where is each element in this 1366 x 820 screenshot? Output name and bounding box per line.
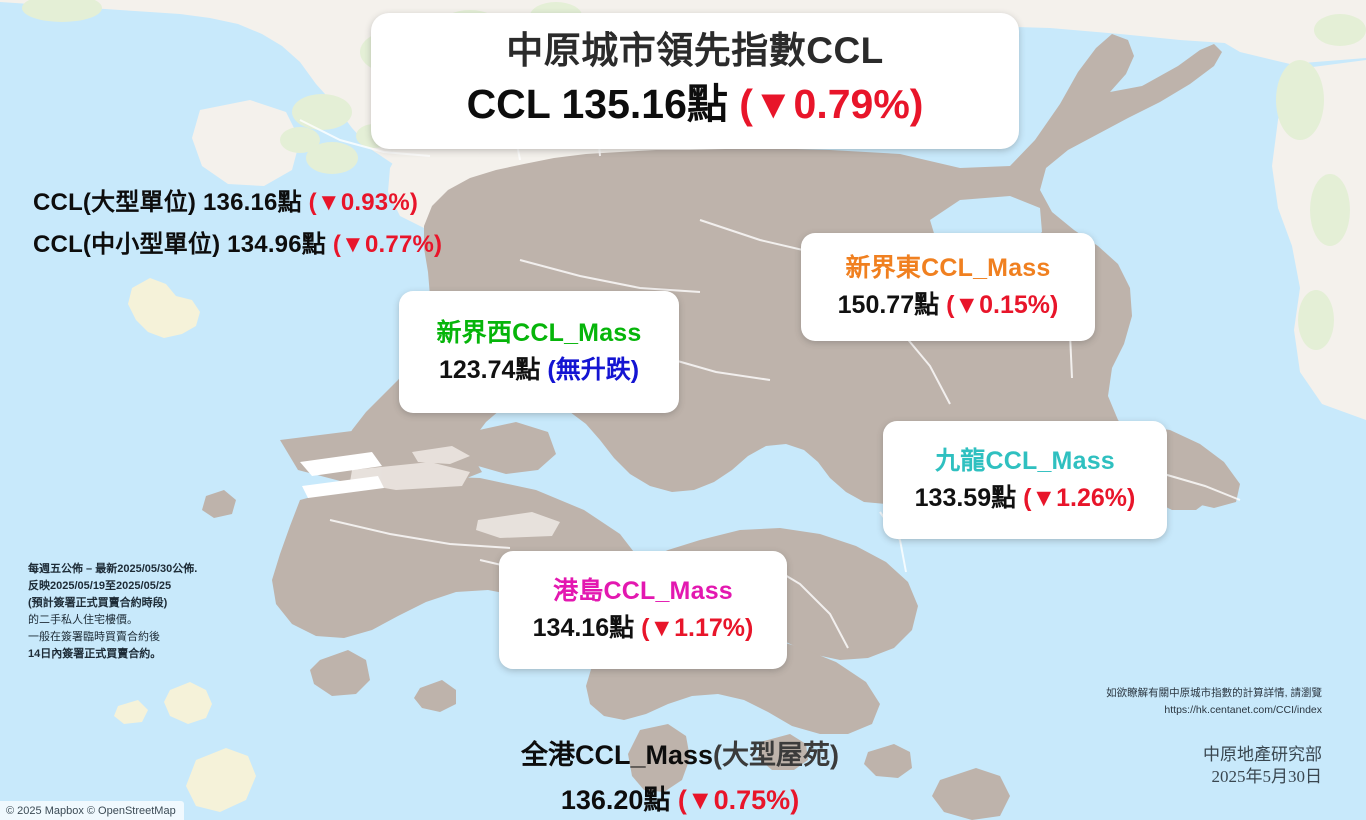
footnote-line-6: 14日內簽署正式買賣合約。 [28,648,162,661]
ccl-small-unit-label: CCL(中小型單位) 134.96點 [33,231,326,258]
footnote-block: 每週五公佈 – 最新2025/05/30公佈. 反映2025/05/19至202… [28,561,197,663]
ccl-small-unit-line: CCL(中小型單位) 134.96點 (▼0.77%) [33,224,442,259]
ccl-large-unit-change: (▼0.93%) [308,189,419,216]
region-value-row-kln: 133.59點 (▼1.26%) [915,483,1136,514]
region-value-hki: 134.16點 [532,614,635,642]
region-name-kln: 九龍CCL_Mass [935,446,1115,475]
weblink-caption: 如欲瞭解有關中原城市指數的計算詳情, 請瀏覽 [1106,687,1322,699]
ccl-small-unit-change: (▼0.77%) [332,231,443,258]
region-value-nte: 150.77點 [837,291,940,319]
credit-organisation: 中原地產研究部 [1203,745,1322,764]
region-change-kln: (▼1.26%) [1023,484,1136,512]
region-value-row-ntw: 123.74點 (無升跌) [439,355,639,386]
footnote-line-5: 一般在簽署臨時買賣合約後 [28,631,160,644]
region-name-ntw: 新界西CCL_Mass [436,318,642,347]
region-change-nte: (▼0.15%) [946,291,1059,319]
overall-ccl-mass: 全港CCL_Mass(大型屋苑) 136.20點 (▼0.75%) [0,733,1366,817]
footnote-line-4: 的二手私人住宅樓價。 [28,614,138,627]
footnote-line-2: 反映2025/05/19至2025/05/25 [28,580,172,593]
footnote-line-3: (預計簽署正式買賣合約時段) [28,597,168,610]
ccl-value: CCL 135.16點 [466,80,728,127]
region-card-new-territories-east: 新界東CCL_Mass 150.77點 (▼0.15%) [801,233,1095,341]
overall-value: 136.20點 [560,785,671,815]
region-card-new-territories-west: 新界西CCL_Mass 123.74點 (無升跌) [399,291,679,413]
region-change-ntw: (無升跌) [547,356,640,384]
weblink-url[interactable]: https://hk.centanet.com/CCI/index [1164,703,1322,716]
region-name-nte: 新界東CCL_Mass [845,253,1051,282]
region-card-kowloon: 九龍CCL_Mass 133.59點 (▼1.26%) [883,421,1167,539]
ccl-change: (▼0.79%) [739,80,924,127]
region-value-kln: 133.59點 [914,484,1017,512]
overall-value-row: 136.20點 (▼0.75%) [521,778,839,817]
credit-block: 中原地產研究部 2025年5月30日 [1203,744,1322,788]
map-airport [300,452,384,498]
weblink-block: 如欲瞭解有關中原城市指數的計算詳情, 請瀏覽 https://hk.centan… [1106,685,1322,719]
region-change-hki: (▼1.17%) [641,614,754,642]
overall-name-row: 全港CCL_Mass(大型屋苑) [521,733,839,772]
region-value-ntw: 123.74點 [438,356,541,384]
overall-name-sub: (大型屋苑) [713,740,840,770]
title-value-row: CCL 135.16點 (▼0.79%) [467,79,924,130]
credit-date: 2025年5月30日 [1211,767,1323,787]
ccl-breakdown: CCL(大型單位) 136.16點 (▼0.93%) CCL(中小型單位) 13… [33,182,442,266]
ccl-large-unit-label: CCL(大型單位) 136.16點 [33,189,302,216]
region-name-hki: 港島CCL_Mass [553,576,733,605]
footnote-line-1: 每週五公佈 – 最新2025/05/30公佈. [28,563,198,575]
region-value-row-hki: 134.16點 (▼1.17%) [533,613,754,644]
region-value-row-nte: 150.77點 (▼0.15%) [838,290,1059,321]
overall-name-main: 全港CCL_Mass [520,740,714,770]
region-card-hong-kong-island: 港島CCL_Mass 134.16點 (▼1.17%) [499,551,787,669]
map-attribution[interactable]: © 2025 Mapbox © OpenStreetMap [0,801,184,820]
title-card: 中原城市領先指數CCL CCL 135.16點 (▼0.79%) [371,13,1019,149]
title-heading: 中原城市領先指數CCL [506,30,884,72]
overall-change: (▼0.75%) [677,785,800,815]
map-sand-islands [114,278,256,812]
ccl-large-unit-line: CCL(大型單位) 136.16點 (▼0.93%) [33,182,442,217]
